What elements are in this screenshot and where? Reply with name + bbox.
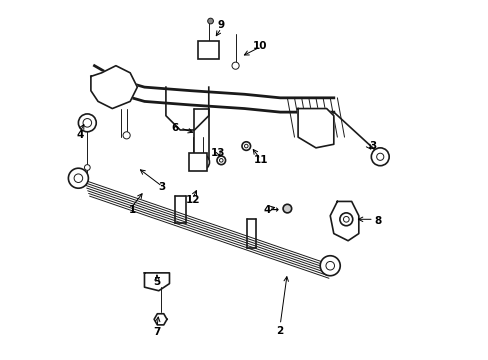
Circle shape — [207, 18, 213, 24]
Circle shape — [217, 156, 225, 165]
Circle shape — [78, 114, 96, 132]
Circle shape — [339, 213, 352, 226]
Polygon shape — [298, 109, 333, 148]
Circle shape — [320, 256, 340, 276]
Circle shape — [219, 158, 223, 162]
Circle shape — [84, 165, 90, 170]
Text: 7: 7 — [153, 327, 161, 337]
Circle shape — [68, 168, 88, 188]
Text: 8: 8 — [374, 216, 381, 226]
Text: 2: 2 — [276, 326, 283, 336]
Text: 4: 4 — [76, 130, 84, 140]
Bar — [189, 153, 206, 171]
Circle shape — [242, 142, 250, 150]
Text: 11: 11 — [253, 156, 267, 165]
Text: 3: 3 — [369, 141, 376, 151]
Text: 9: 9 — [217, 19, 224, 30]
Circle shape — [283, 204, 291, 213]
Text: 12: 12 — [185, 195, 200, 204]
Polygon shape — [91, 66, 137, 109]
Circle shape — [123, 132, 130, 139]
Bar — [198, 41, 219, 59]
Circle shape — [74, 174, 82, 183]
Circle shape — [231, 62, 239, 69]
Text: 3: 3 — [159, 182, 165, 192]
Circle shape — [370, 148, 388, 166]
Text: 10: 10 — [252, 41, 266, 51]
Text: 1: 1 — [128, 205, 135, 215]
Circle shape — [193, 154, 209, 170]
Circle shape — [343, 216, 348, 222]
Circle shape — [244, 144, 247, 148]
Text: 13: 13 — [211, 148, 225, 158]
Polygon shape — [329, 202, 358, 241]
Text: 4→: 4→ — [263, 205, 279, 215]
Circle shape — [376, 153, 383, 160]
Text: 5: 5 — [153, 277, 160, 287]
Circle shape — [325, 261, 334, 270]
Text: 6: 6 — [171, 123, 178, 133]
Circle shape — [83, 118, 91, 127]
Polygon shape — [144, 273, 169, 291]
